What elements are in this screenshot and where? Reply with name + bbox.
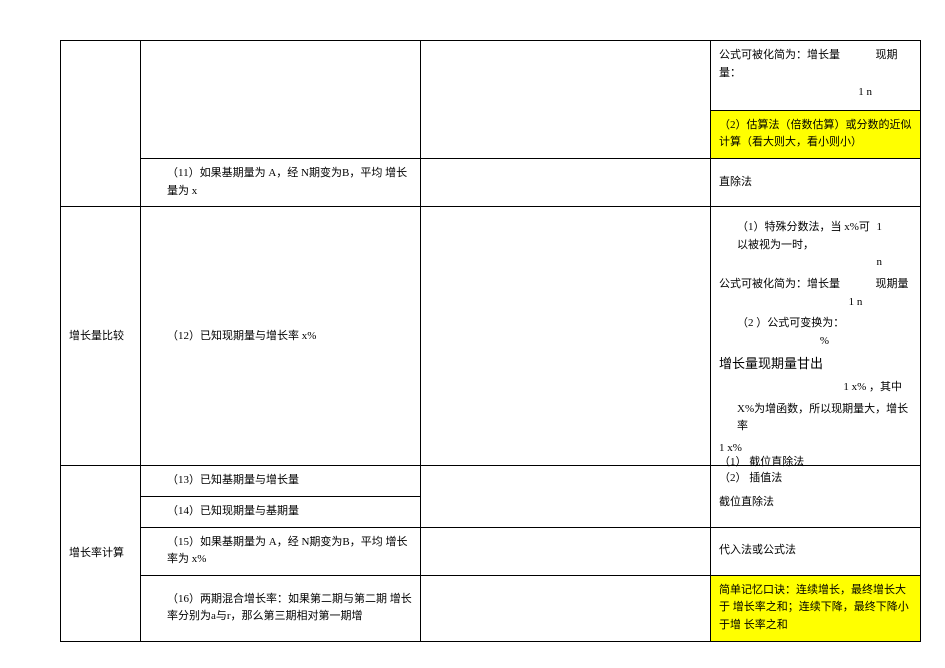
text: n xyxy=(719,254,912,272)
cell-desc-14: （14）已知现期量与基期量 xyxy=(141,497,421,528)
cell-method-15: 代入法或公式法 xyxy=(711,527,921,575)
formula-table: 公式可被化简为：增长量 现期量： 1 n （2）估算法（倍数估算）或分数的近似计… xyxy=(60,40,921,642)
text: X%为增函数，所以现期量大，增长率 xyxy=(719,399,912,438)
table-row: （15）如果基期量为 A，经 N期变为B，平均 增长率为 x% 代入法或公式法 xyxy=(61,527,921,575)
cell-formula-1314 xyxy=(421,466,711,527)
text: 增长量现期量甘出 xyxy=(719,352,912,377)
cell-method-11: 直除法 xyxy=(711,158,921,206)
cell-cat-growth-rate: 增长率计算 xyxy=(61,466,141,641)
cell-desc-16: （16）两期混合增长率：如果第二期与第二期 增长率分别为a与r，那么第三期相对第… xyxy=(141,575,421,641)
table-row: 增长量比较 （12）已知现期量与增长率 x% 1 （1）特殊分数法，当 x%可以… xyxy=(61,207,921,466)
text: （2 ）公式可变换为： xyxy=(737,317,844,329)
table-row: （11）如果基期量为 A，经 N期变为B，平均 增长量为 x 直除法 xyxy=(61,158,921,206)
text: 代入法或公式法 xyxy=(719,544,796,556)
text: 1 （1）特殊分数法，当 x%可以被视为一时， n xyxy=(719,217,912,274)
cell-desc-top xyxy=(141,41,421,159)
cell-formula-12 xyxy=(421,207,711,466)
text: （16）两期混合增长率：如果第二期与第二期 增长率分别为a与r，那么第三期相对第… xyxy=(149,591,412,626)
cell-desc-11: （11）如果基期量为 A，经 N期变为B，平均 增长量为 x xyxy=(141,158,421,206)
text: 公式可被化简为：增长量 现期量 1 n xyxy=(719,274,912,313)
cell-formula-15 xyxy=(421,527,711,575)
text: 1 xyxy=(877,219,913,237)
text: 1 n xyxy=(719,294,912,312)
table-row: 增长率计算 （13）已知基期量与增长量 （1） 截位直除法 （2） 插值法 截位… xyxy=(61,466,921,497)
cell-desc-12: （12）已知现期量与增长率 x% xyxy=(141,207,421,466)
text: 增长率计算 xyxy=(69,547,124,559)
text: % xyxy=(737,333,912,351)
text: （13）已知基期量与增长量 xyxy=(149,472,412,490)
text: 增长量比较 xyxy=(69,330,124,342)
cell-cat-growth-compare: 增长量比较 xyxy=(61,207,141,466)
cell-cat-top xyxy=(61,41,141,207)
cell-formula-16 xyxy=(421,575,711,641)
cell-method-12: 1 （1）特殊分数法，当 x%可以被视为一时， n 公式可被化简为：增长量 现期… xyxy=(711,207,921,466)
text: （2） 插值法 xyxy=(719,468,912,490)
text: 1 x% ，其中 xyxy=(719,377,912,399)
cell-desc-15: （15）如果基期量为 A，经 N期变为B，平均 增长率为 x% xyxy=(141,527,421,575)
text: 公式可被化简为：增长量 xyxy=(719,49,840,61)
text: 公式可被化简为：增长量 xyxy=(719,278,840,290)
text: （2）估算法（倍数估算）或分数的近似计算（看大则大，看小则小） xyxy=(719,119,912,149)
table-row: （16）两期混合增长率：如果第二期与第二期 增长率分别为a与r，那么第三期相对第… xyxy=(61,575,921,641)
text: 现期量 xyxy=(876,278,909,290)
text: 直除法 xyxy=(719,176,752,188)
cell-method-2-highlight: （2）估算法（倍数估算）或分数的近似计算（看大则大，看小则小） xyxy=(711,110,921,158)
text: （14）已知现期量与基期量 xyxy=(149,503,412,521)
text: 简单记忆口诀：连续增长，最终增长大于 增长率之和；连续下降，最终下降小于增 长率… xyxy=(719,584,909,631)
text: （15）如果基期量为 A，经 N期变为B，平均 增长率为 x% xyxy=(149,534,412,569)
cell-method-16-highlight: 简单记忆口诀：连续增长，最终增长大于 增长率之和；连续下降，最终下降小于增 长率… xyxy=(711,575,921,641)
cell-method-1314: （1） 截位直除法 （2） 插值法 截位直除法 xyxy=(711,466,921,527)
text: 增长量现期量甘出 xyxy=(719,356,823,371)
cell-formula-11 xyxy=(421,158,711,206)
text: （2 ）公式可变换为： % xyxy=(719,313,912,352)
text: 1 n xyxy=(719,82,912,104)
text: （12）已知现期量与增长率 x% xyxy=(149,328,412,346)
cell-method-1: 公式可被化简为：增长量 现期量： 1 n xyxy=(711,41,921,111)
table-row: 公式可被化简为：增长量 现期量： 1 n xyxy=(61,41,921,111)
cell-formula-top xyxy=(421,41,711,159)
cell-desc-13: （13）已知基期量与增长量 xyxy=(141,466,421,497)
text: （11）如果基期量为 A，经 N期变为B，平均 增长量为 x xyxy=(149,165,412,200)
